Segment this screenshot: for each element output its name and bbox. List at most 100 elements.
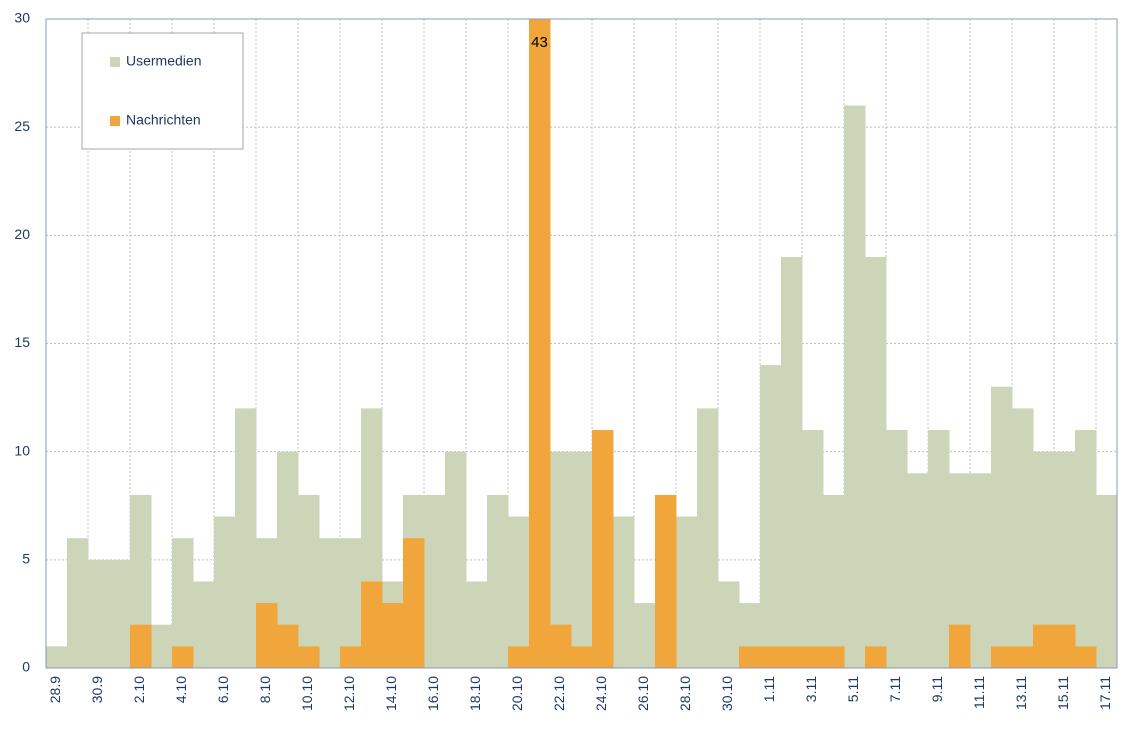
bar bbox=[529, 19, 551, 668]
bar bbox=[886, 430, 908, 668]
bar bbox=[760, 365, 782, 668]
y-tick-label: 15 bbox=[14, 334, 30, 350]
bar bbox=[319, 538, 341, 668]
bar bbox=[172, 538, 194, 668]
bar bbox=[760, 646, 782, 668]
x-tick-label: 8.10 bbox=[257, 676, 273, 703]
x-tick-label: 28.10 bbox=[677, 676, 693, 711]
x-tick-label: 5.11 bbox=[845, 676, 861, 702]
x-tick-label: 28.9 bbox=[47, 676, 63, 703]
bar bbox=[865, 646, 887, 668]
bar bbox=[487, 494, 509, 668]
legend-swatch bbox=[110, 116, 120, 126]
bar bbox=[823, 646, 845, 668]
bar bbox=[1075, 430, 1097, 668]
bar bbox=[1033, 451, 1055, 668]
y-tick-label: 5 bbox=[22, 551, 30, 567]
x-tick-label: 3.11 bbox=[803, 676, 819, 702]
bar bbox=[991, 386, 1013, 668]
x-tick-label: 6.10 bbox=[215, 676, 231, 703]
bar bbox=[949, 473, 971, 668]
x-tick-label: 10.10 bbox=[299, 676, 315, 711]
legend-swatch bbox=[110, 57, 120, 67]
bar bbox=[802, 430, 824, 668]
x-tick-label: 22.10 bbox=[551, 676, 567, 711]
bar bbox=[466, 581, 488, 668]
x-tick-label: 16.10 bbox=[425, 676, 441, 711]
x-tick-label: 9.11 bbox=[929, 676, 945, 702]
x-tick-label: 4.10 bbox=[173, 676, 189, 703]
legend-label: Usermedien bbox=[126, 53, 201, 69]
bar bbox=[1075, 646, 1097, 668]
bar bbox=[445, 451, 467, 668]
bar bbox=[802, 646, 824, 668]
x-tick-label: 11.11 bbox=[971, 676, 987, 709]
bar bbox=[1033, 624, 1055, 668]
bar bbox=[550, 624, 572, 668]
bar bbox=[340, 646, 362, 668]
y-tick-label: 20 bbox=[14, 226, 30, 242]
x-tick-label: 14.10 bbox=[383, 676, 399, 711]
y-tick-label: 30 bbox=[14, 10, 30, 26]
y-tick-label: 10 bbox=[14, 442, 30, 458]
bar bbox=[718, 581, 740, 668]
bar bbox=[130, 624, 152, 668]
bar bbox=[1096, 494, 1117, 668]
bar bbox=[214, 516, 236, 668]
bar bbox=[676, 516, 698, 668]
bar bbox=[634, 603, 656, 668]
bar bbox=[403, 538, 425, 668]
legend-label: Nachrichten bbox=[126, 112, 201, 128]
bar bbox=[781, 646, 803, 668]
legend-box bbox=[81, 32, 244, 150]
x-tick-label: 7.11 bbox=[887, 676, 903, 702]
bar bbox=[277, 624, 299, 668]
bar bbox=[298, 494, 320, 668]
bar bbox=[928, 430, 950, 668]
data-label: 43 bbox=[531, 34, 548, 51]
bar bbox=[571, 646, 593, 668]
bar bbox=[109, 559, 131, 668]
x-tick-label: 18.10 bbox=[467, 676, 483, 711]
bar bbox=[193, 581, 215, 668]
bar bbox=[844, 105, 866, 668]
x-tick-label: 17.11 bbox=[1097, 676, 1113, 710]
bar bbox=[340, 538, 362, 668]
bar bbox=[256, 603, 278, 668]
x-tick-label: 20.10 bbox=[509, 676, 525, 711]
bar bbox=[298, 646, 320, 668]
bar bbox=[613, 516, 635, 668]
bar bbox=[592, 430, 614, 668]
x-tick-label: 12.10 bbox=[341, 676, 357, 711]
bar bbox=[151, 624, 173, 668]
bar bbox=[67, 538, 89, 668]
bar bbox=[823, 494, 845, 668]
bar bbox=[1012, 408, 1034, 668]
bar bbox=[1012, 646, 1034, 668]
bar bbox=[277, 451, 299, 668]
x-tick-label: 1.11 bbox=[761, 676, 777, 702]
x-tick-label: 30.9 bbox=[89, 676, 105, 703]
bar bbox=[550, 451, 572, 668]
plot-frame bbox=[45, 18, 1118, 669]
x-tick-label: 13.11 bbox=[1013, 676, 1029, 710]
bar bbox=[382, 603, 404, 668]
bar bbox=[739, 646, 761, 668]
bar bbox=[970, 473, 992, 668]
bar bbox=[781, 256, 803, 668]
bar bbox=[655, 494, 677, 668]
x-tick-label: 26.10 bbox=[635, 676, 651, 711]
y-tick-label: 0 bbox=[22, 659, 30, 675]
bar bbox=[991, 646, 1013, 668]
bar bbox=[865, 256, 887, 668]
bar bbox=[949, 624, 971, 668]
x-tick-label: 24.10 bbox=[593, 676, 609, 711]
bar bbox=[907, 473, 929, 668]
bar bbox=[508, 646, 530, 668]
bar bbox=[172, 646, 194, 668]
bar bbox=[424, 494, 446, 668]
x-tick-label: 30.10 bbox=[719, 676, 735, 711]
bar bbox=[235, 408, 257, 668]
bar bbox=[361, 581, 383, 668]
